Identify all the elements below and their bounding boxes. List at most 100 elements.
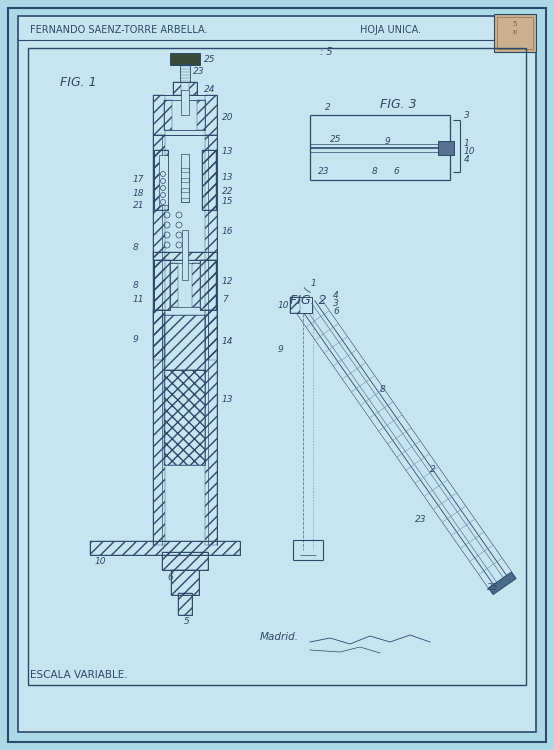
Bar <box>197 100 205 130</box>
Bar <box>153 310 165 545</box>
Text: 6: 6 <box>167 572 173 581</box>
Text: 10: 10 <box>278 301 290 310</box>
Text: 1: 1 <box>311 278 317 287</box>
Bar <box>170 53 200 65</box>
Text: FIG. 2: FIG. 2 <box>290 293 327 307</box>
Text: 8: 8 <box>380 386 386 394</box>
Bar <box>154 150 168 210</box>
Text: 5: 5 <box>184 617 190 626</box>
Text: 14: 14 <box>222 338 233 346</box>
Text: 25: 25 <box>204 55 216 64</box>
Text: : 5: : 5 <box>320 47 332 57</box>
Bar <box>164 100 172 130</box>
Text: 20: 20 <box>222 113 233 122</box>
Text: 3: 3 <box>333 298 338 307</box>
Bar <box>153 95 165 135</box>
Bar <box>154 260 170 310</box>
Bar <box>205 310 217 545</box>
Bar <box>28 48 526 685</box>
Bar <box>178 593 192 615</box>
Bar <box>164 315 205 370</box>
Text: 23: 23 <box>415 515 427 524</box>
Bar <box>153 135 165 360</box>
Text: ESCALA VARIABLE.: ESCALA VARIABLE. <box>30 670 127 680</box>
Text: 3: 3 <box>464 110 470 119</box>
Text: Madrid.: Madrid. <box>260 632 299 642</box>
Bar <box>202 150 216 210</box>
Bar <box>180 64 190 82</box>
Text: HOJA UNICA.: HOJA UNICA. <box>360 25 421 35</box>
Text: 17: 17 <box>133 176 145 184</box>
Bar <box>171 570 199 595</box>
Text: 15: 15 <box>222 197 233 206</box>
Bar <box>170 263 200 307</box>
Text: 9: 9 <box>385 137 391 146</box>
Text: 22: 22 <box>222 188 233 196</box>
Polygon shape <box>296 297 511 588</box>
Text: 4: 4 <box>464 155 470 164</box>
Bar <box>164 370 205 465</box>
Text: 11: 11 <box>133 296 145 304</box>
Bar <box>90 541 240 555</box>
Text: 23: 23 <box>318 167 330 176</box>
Bar <box>202 150 216 210</box>
Polygon shape <box>489 572 516 595</box>
Text: FIG. 3: FIG. 3 <box>380 98 417 112</box>
Text: 16: 16 <box>222 227 233 236</box>
Bar <box>497 17 533 49</box>
Text: 6: 6 <box>393 167 399 176</box>
Text: 23: 23 <box>193 68 204 76</box>
Text: 13: 13 <box>222 148 233 157</box>
Bar <box>205 135 217 360</box>
Bar <box>438 141 454 155</box>
Bar <box>181 168 189 172</box>
Bar <box>154 260 170 310</box>
Bar <box>153 252 217 260</box>
Text: FERNANDO SAENZ-TORRE ARBELLA.: FERNANDO SAENZ-TORRE ARBELLA. <box>30 25 208 35</box>
Bar <box>178 593 192 615</box>
Text: 21: 21 <box>133 200 145 209</box>
Text: 2: 2 <box>325 103 331 112</box>
Bar <box>494 14 536 52</box>
Text: 8: 8 <box>133 280 138 290</box>
Bar <box>205 95 217 135</box>
Bar <box>173 82 197 95</box>
Bar <box>189 82 197 95</box>
Bar <box>182 230 188 280</box>
Text: 4: 4 <box>333 290 338 299</box>
Text: 8: 8 <box>372 167 378 176</box>
Text: 2: 2 <box>430 466 436 475</box>
Bar <box>181 188 189 192</box>
Bar <box>200 260 216 310</box>
Text: FIG. 1: FIG. 1 <box>60 76 96 88</box>
Bar <box>164 315 205 370</box>
Text: 25: 25 <box>487 584 499 592</box>
Bar <box>162 552 208 570</box>
Text: 12: 12 <box>222 278 233 286</box>
Bar <box>192 263 200 307</box>
Bar <box>171 570 199 595</box>
Text: 10: 10 <box>464 146 475 155</box>
Bar <box>290 297 300 313</box>
Bar <box>181 178 189 182</box>
Bar <box>159 155 168 205</box>
Text: 8: 8 <box>133 242 138 251</box>
Text: 9: 9 <box>133 335 138 344</box>
Bar <box>290 297 312 313</box>
Text: 9: 9 <box>278 346 284 355</box>
Text: 13: 13 <box>222 173 233 182</box>
Bar <box>153 95 217 135</box>
Bar <box>164 370 205 465</box>
Text: 10: 10 <box>95 557 106 566</box>
Text: 24: 24 <box>204 85 216 94</box>
Text: 13: 13 <box>222 395 233 404</box>
Bar <box>154 150 168 210</box>
Bar <box>181 154 189 202</box>
Text: III: III <box>512 31 518 35</box>
Text: 5: 5 <box>513 21 517 27</box>
Bar <box>170 263 178 307</box>
Bar <box>162 552 208 570</box>
Bar <box>181 198 189 202</box>
Text: 6: 6 <box>333 308 338 316</box>
Bar <box>90 541 240 555</box>
